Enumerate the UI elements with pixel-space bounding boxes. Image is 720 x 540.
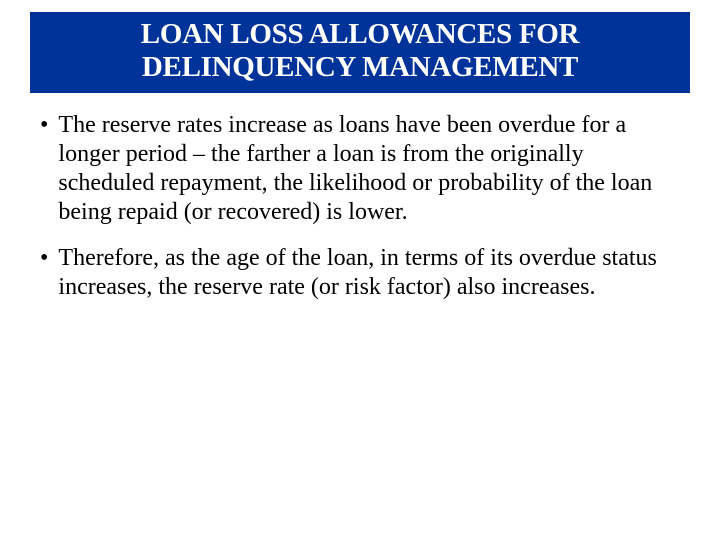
bullet-item: • Therefore, as the age of the loan, in … xyxy=(40,244,680,303)
bullet-text: The reserve rates increase as loans have… xyxy=(58,111,680,228)
slide-title: LOAN LOSS ALLOWANCES FOR DELINQUENCY MAN… xyxy=(40,18,680,85)
bullet-marker-icon: • xyxy=(40,244,48,273)
title-box: LOAN LOSS ALLOWANCES FOR DELINQUENCY MAN… xyxy=(30,12,690,93)
slide-content: • The reserve rates increase as loans ha… xyxy=(22,111,698,303)
slide-container: LOAN LOSS ALLOWANCES FOR DELINQUENCY MAN… xyxy=(0,0,720,540)
bullet-text: Therefore, as the age of the loan, in te… xyxy=(58,244,680,303)
bullet-item: • The reserve rates increase as loans ha… xyxy=(40,111,680,228)
bullet-marker-icon: • xyxy=(40,111,48,140)
